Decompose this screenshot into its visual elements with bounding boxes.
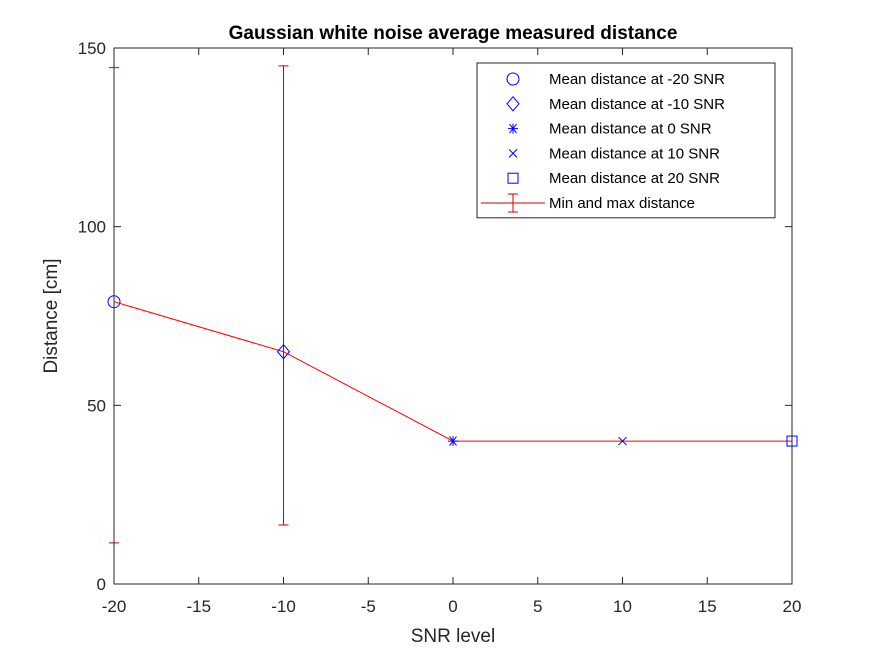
legend-entry: Mean distance at -10 SNR bbox=[506, 96, 725, 113]
legend-square-icon-shape bbox=[507, 172, 519, 184]
mean-marker-snr-10 bbox=[618, 436, 627, 446]
chart-title: Gaussian white noise average measured di… bbox=[229, 23, 678, 44]
legend-diamond-icon-shape bbox=[506, 96, 520, 112]
x-tick-label: -20 bbox=[102, 597, 127, 616]
legend-label: Mean distance at 10 SNR bbox=[549, 145, 720, 162]
legend-asterisk-icon bbox=[508, 123, 518, 134]
legend-label: Mean distance at -20 SNR bbox=[549, 71, 725, 88]
legend-x-icon-shape bbox=[508, 149, 518, 158]
x-axis-ticks: -20 -15 -10 -5 0 5 10 15 20 bbox=[102, 48, 802, 616]
y-tick-label: 100 bbox=[78, 218, 106, 237]
legend-label: Mean distance at 0 SNR bbox=[549, 121, 712, 138]
legend-entry: Mean distance at 10 SNR bbox=[508, 145, 720, 162]
x-axis-label: SNR level bbox=[411, 626, 495, 647]
legend-diamond-icon bbox=[506, 96, 520, 112]
legend: Mean distance at -20 SNR Mean distance at… bbox=[476, 62, 776, 219]
legend-circle-icon bbox=[506, 72, 520, 86]
y-tick-label: 150 bbox=[78, 39, 106, 58]
legend-box bbox=[476, 62, 776, 219]
legend-entry: Min and max distance bbox=[481, 193, 695, 213]
legend-errorbar-icon bbox=[481, 193, 545, 213]
legend-square-icon bbox=[507, 172, 519, 184]
legend-entry: Mean distance at 20 SNR bbox=[507, 170, 720, 187]
x-tick-label: 5 bbox=[533, 597, 542, 616]
legend-x-icon bbox=[508, 149, 518, 158]
x-tick-label: -5 bbox=[361, 597, 376, 616]
mean-marker-snr-10-shape bbox=[618, 436, 627, 446]
errorbar-snr--10 bbox=[278, 65, 289, 526]
legend-label: Min and max distance bbox=[549, 195, 695, 212]
legend-circle-icon-shape bbox=[506, 72, 520, 86]
y-axis-label: Distance [cm] bbox=[41, 258, 62, 373]
mean-marker-snr--10 bbox=[276, 343, 291, 360]
mean-marker-snr--10-shape bbox=[276, 343, 291, 360]
x-tick-label: 20 bbox=[783, 597, 802, 616]
x-tick-label: -10 bbox=[271, 597, 296, 616]
mean-marker-snr-0-shape bbox=[448, 436, 458, 447]
x-tick-label: 10 bbox=[613, 597, 632, 616]
legend-entry: Mean distance at -20 SNR bbox=[506, 71, 725, 88]
legend-label: Mean distance at 20 SNR bbox=[549, 170, 720, 187]
legend-label: Mean distance at -10 SNR bbox=[549, 96, 725, 113]
x-tick-label: -15 bbox=[186, 597, 211, 616]
y-tick-label: 0 bbox=[97, 575, 106, 594]
legend-errorbar-icon-shape bbox=[481, 193, 545, 213]
x-tick-label: 0 bbox=[448, 597, 457, 616]
legend-entry: Mean distance at 0 SNR bbox=[508, 121, 712, 138]
x-tick-label: 15 bbox=[698, 597, 717, 616]
legend-asterisk-icon-shape bbox=[508, 123, 518, 134]
mean-marker-snr-0 bbox=[448, 436, 458, 447]
y-tick-label: 50 bbox=[87, 396, 106, 415]
y-axis-ticks: 0 50 100 150 bbox=[78, 39, 792, 594]
